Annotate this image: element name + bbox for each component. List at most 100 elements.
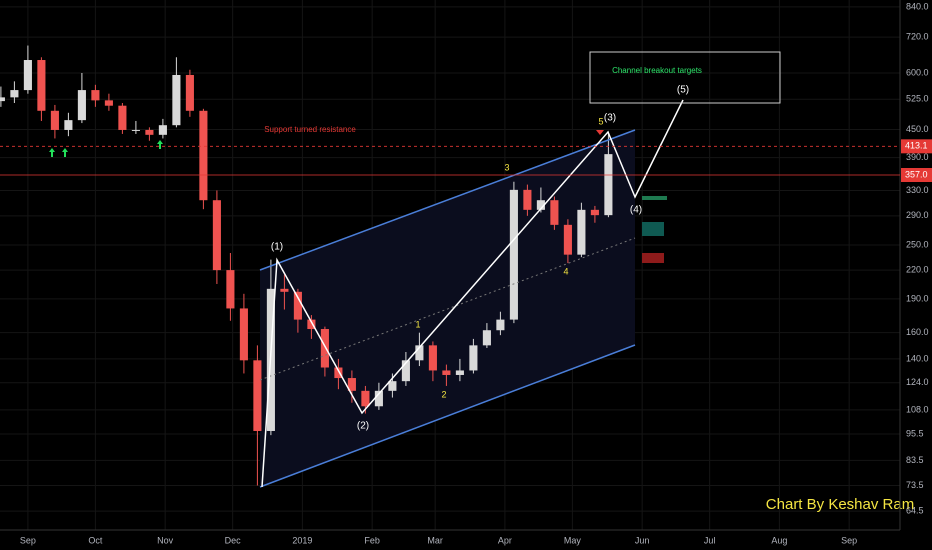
x-tick-label: Apr (498, 535, 512, 545)
candle-body (77, 90, 86, 121)
y-tick-label: 73.5 (906, 480, 924, 490)
candle-body (320, 329, 329, 368)
candle-body (23, 60, 32, 91)
candle-body (523, 189, 532, 210)
candle-body (10, 90, 19, 98)
x-tick-label: Jun (635, 535, 650, 545)
candle-body (388, 381, 397, 391)
x-tick-label: Jul (704, 535, 716, 545)
candle-body (509, 189, 518, 320)
candle-body (158, 125, 167, 135)
candle-body (590, 209, 599, 216)
candle-body (563, 224, 572, 255)
candle-body (415, 345, 424, 361)
wave-label: 5 (598, 116, 603, 126)
wave-label: 4 (563, 266, 568, 276)
y-tick-label: 600.0 (906, 67, 929, 77)
y-tick-label: 220.0 (906, 264, 929, 274)
candle-body (347, 378, 356, 391)
candle-body (374, 390, 383, 407)
candle-body (104, 100, 113, 106)
candle-body (64, 120, 73, 130)
x-tick-label: Nov (157, 535, 174, 545)
candle-body (118, 105, 127, 130)
y-tick-label: 64.5 (906, 506, 924, 516)
y-tick-label: 290.0 (906, 210, 929, 220)
x-tick-label: Dec (225, 535, 242, 545)
candle-body (239, 308, 248, 361)
candle-body (37, 60, 46, 111)
candle-body (172, 74, 181, 126)
candle-body (469, 345, 478, 371)
y-tick-label: 83.5 (906, 455, 924, 465)
y-tick-label: 525.0 (906, 94, 929, 104)
annotation: Channel breakout targets (612, 66, 702, 75)
arrow-up (49, 148, 55, 157)
y-tick-label: 124.0 (906, 377, 929, 387)
x-tick-label: Sep (20, 535, 36, 545)
candle-body (550, 200, 559, 225)
y-tick-label: 390.0 (906, 152, 929, 162)
wave-label: 1 (415, 319, 420, 329)
y-tick-label: 190.0 (906, 293, 929, 303)
wave-label: (5) (677, 85, 689, 96)
candle-body (212, 200, 221, 271)
channel-mid (259, 237, 636, 381)
wave-label: 3 (504, 162, 509, 172)
candle-body (280, 288, 289, 292)
y-tick-label: 160.0 (906, 327, 929, 337)
target-zone (642, 196, 667, 200)
candle-body (334, 367, 343, 379)
x-tick-label: Aug (771, 535, 787, 545)
y-tick-label: 95.5 (906, 428, 924, 438)
candle-body (482, 330, 491, 346)
candle-body (455, 370, 464, 375)
candle-body (496, 319, 505, 331)
candle-body (536, 200, 545, 210)
candle-body (131, 129, 140, 131)
candle-body (428, 345, 437, 371)
candle-body (185, 74, 194, 111)
y-tick-label: 108.0 (906, 404, 929, 414)
x-tick-label: Feb (364, 535, 380, 545)
candle-body (253, 360, 262, 431)
candle-body (604, 154, 613, 216)
price-tag-label: 413.1 (905, 141, 928, 151)
y-tick-label: 330.0 (906, 185, 929, 195)
candle-body (293, 291, 302, 320)
x-tick-label: Sep (841, 535, 857, 545)
candle-body (577, 209, 586, 255)
stop-zone (642, 253, 664, 263)
x-tick-label: Mar (427, 535, 443, 545)
wave-label: (2) (357, 421, 369, 432)
x-tick-label: 2019 (292, 535, 312, 545)
x-tick-label: Oct (88, 535, 103, 545)
candle-body (307, 319, 316, 330)
wave-label: (1) (271, 242, 283, 253)
arrows (49, 140, 163, 157)
y-tick-label: 840.0 (906, 1, 929, 11)
arrow-up (62, 148, 68, 157)
candle-body (145, 129, 154, 135)
wave-label: (3) (604, 113, 616, 124)
target-zone (642, 222, 664, 236)
watermark: Chart By Keshav Ram (766, 496, 914, 513)
channel-lower (259, 344, 636, 488)
candle-body (199, 110, 208, 201)
target-box (589, 51, 781, 104)
candle-body (91, 90, 100, 101)
x-tick-label: May (564, 535, 582, 545)
arrow-up (157, 140, 163, 149)
y-tick-label: 450.0 (906, 124, 929, 134)
channel-upper (259, 129, 636, 271)
wave-label: (4) (630, 205, 642, 216)
candle-body (442, 370, 451, 375)
wave-label: 2 (441, 389, 446, 399)
y-tick-label: 140.0 (906, 353, 929, 363)
annotation: Support turned resistance (264, 125, 356, 134)
arrow-down (596, 130, 604, 135)
candle-body (50, 110, 59, 130)
candle-body (226, 270, 235, 309)
candle-body (401, 360, 410, 382)
